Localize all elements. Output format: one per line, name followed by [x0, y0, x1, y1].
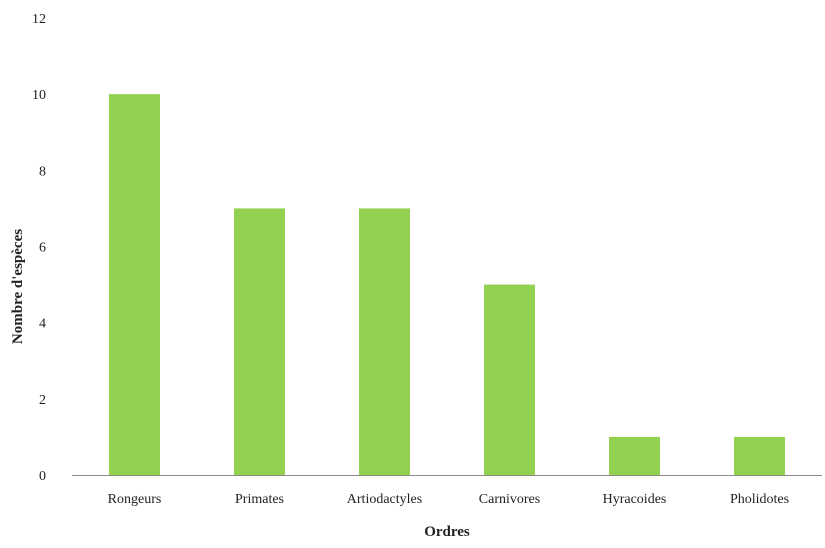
bar-carnivores	[484, 284, 535, 475]
y-tick-label: 6	[39, 241, 46, 256]
y-tick-label: 10	[32, 88, 46, 103]
x-tick-label: Rongeurs	[108, 492, 162, 507]
x-tick-label: Hyracoides	[603, 492, 667, 507]
x-axis-title: Ordres	[424, 524, 470, 540]
bars-group	[109, 94, 785, 476]
x-tick-label: Carnivores	[479, 492, 540, 507]
y-axis-title: Nombre d'espèces	[10, 229, 26, 344]
bar-primates	[234, 208, 285, 475]
x-tick-label: Primates	[235, 492, 284, 507]
y-tick-label: 2	[39, 393, 46, 408]
bar-hyracoides	[609, 436, 660, 475]
bar-artiodactyles	[359, 208, 410, 475]
x-axis-ticks: Rongeurs Primates Artiodactyles Carnivores H…	[108, 492, 789, 507]
y-axis-ticks: 0 2 4 6 8 10 12	[32, 12, 46, 484]
y-tick-label: 4	[39, 317, 46, 332]
bar-rongeurs	[109, 94, 160, 476]
bar-pholidotes	[734, 436, 785, 475]
y-tick-label: 0	[39, 469, 46, 484]
y-tick-label: 8	[39, 164, 46, 179]
y-tick-label: 12	[32, 12, 46, 27]
x-tick-label: Pholidotes	[730, 492, 789, 507]
x-tick-label: Artiodactyles	[347, 492, 422, 507]
